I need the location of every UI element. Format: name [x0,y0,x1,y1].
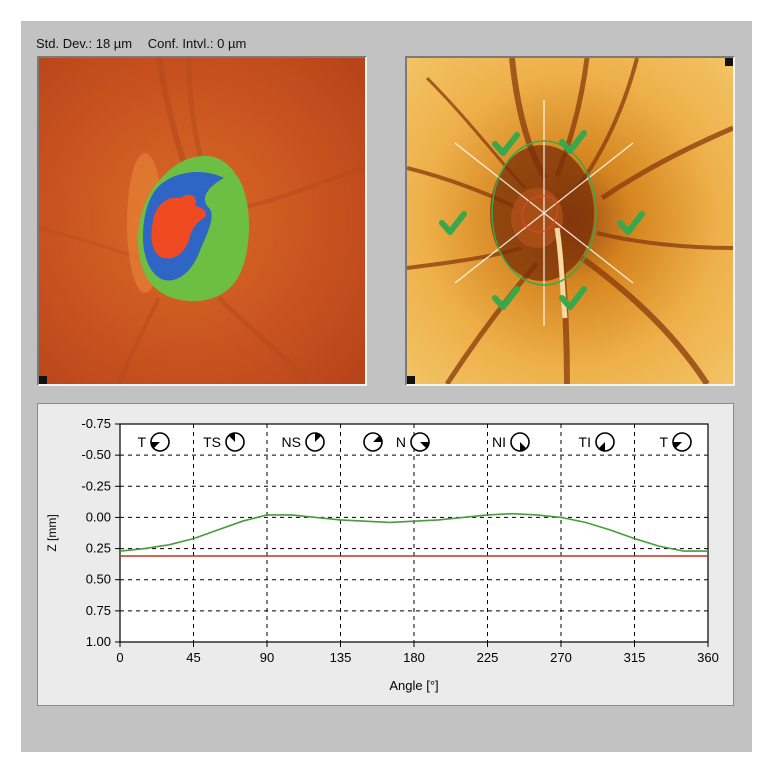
profile-line [119,512,708,552]
grid-lines [120,424,708,642]
sector-wedge [228,433,235,442]
disc-contour [491,140,597,286]
sector-wedge [315,433,322,442]
series-lines [119,512,708,557]
y-tick-label: 0.50 [86,572,111,587]
cup-red-region [151,194,207,259]
y-tick-label: -0.25 [81,478,111,493]
sector-wedge [673,442,682,449]
x-tick-label: 225 [477,650,499,665]
topography-map [39,58,365,384]
sector-label: T [659,434,668,450]
y-tick-label: -0.75 [81,416,111,431]
sector-wedge [420,442,429,449]
bottom-strip [21,706,752,752]
plot-area [119,423,709,643]
y-tick-label: 0.00 [86,509,111,524]
stats-bar: Std. Dev.: 18 µm Conf. Intvl.: 0 µm [36,36,258,51]
y-ticks: -0.75 -0.50 -0.25 0.00 0.25 0.50 0.75 1.00 [81,416,120,649]
x-ticks: 0 45 90 135 180 225 270 315 360 [116,642,719,665]
sector-label: N [396,434,406,450]
sector-wedge [520,442,527,451]
sector-label: TI [579,434,591,450]
reflectance-image [407,58,733,384]
reflectance-image-panel[interactable] [405,56,735,386]
y-tick-label: 0.75 [86,603,111,618]
x-tick-label: 45 [186,650,200,665]
x-tick-label: 90 [260,650,274,665]
y-tick-label: 0.25 [86,541,111,556]
x-tick-label: 315 [624,650,646,665]
x-tick-label: 135 [330,650,352,665]
sector-label: NI [492,434,506,450]
x-tick-label: 360 [697,650,719,665]
conf-intvl-label: Conf. Intvl.: 0 µm [147,36,247,51]
y-tick-label: -0.50 [81,447,111,462]
sector-wedge [151,442,160,449]
sector-label: TS [203,434,221,450]
sector-labels: T TS NS N NI TI T [137,432,692,452]
std-dev-label: Std. Dev.: 18 µm [36,36,133,51]
x-tick-label: 270 [550,650,572,665]
x-tick-label: 180 [403,650,425,665]
sector-wedge [373,435,382,442]
y-tick-label: 1.00 [86,634,111,649]
sector-label: T [137,434,146,450]
sector-label: NS [282,434,301,450]
profile-chart: -0.75 -0.50 -0.25 0.00 0.25 0.50 0.75 1.00 0 45 9… [45,416,719,693]
sector-wedge [598,442,605,451]
y-axis-label: Z [mm] [45,514,59,551]
profile-chart-panel: -0.75 -0.50 -0.25 0.00 0.25 0.50 0.75 1.00 0 45 9… [37,403,734,706]
x-tick-label: 0 [116,650,123,665]
x-axis-label: Angle [°] [389,678,438,693]
topography-map-panel[interactable] [37,56,367,386]
check-markers [439,130,645,310]
